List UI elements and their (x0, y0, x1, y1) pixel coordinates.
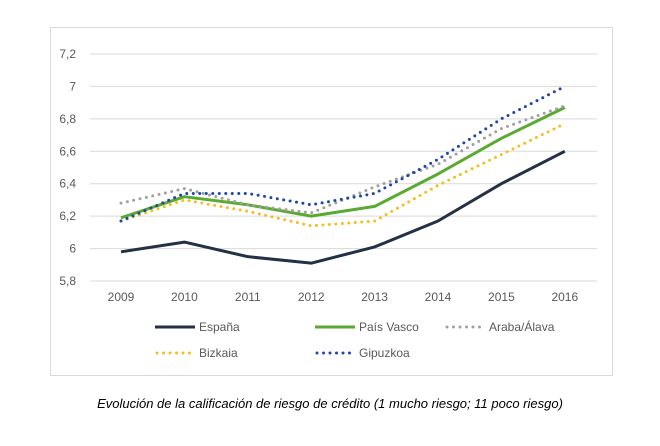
x-tick-label: 2011 (235, 290, 261, 304)
legend-label: España (199, 320, 240, 334)
y-tick-label: 6,6 (59, 144, 76, 158)
series-line-gipuzkoa (119, 84, 567, 223)
series-line-araba-lava (119, 104, 567, 215)
y-tick-label: 7,2 (59, 47, 76, 61)
legend-label: Gipuzkoa (359, 346, 410, 360)
series-line-espa-a (120, 149, 566, 265)
x-tick-label: 2010 (171, 290, 198, 304)
x-tick-label: 2012 (298, 290, 325, 304)
legend-label: País Vasco (359, 320, 419, 334)
y-tick-label: 6,8 (59, 112, 76, 126)
chart-frame (50, 27, 613, 376)
x-tick-label: 2009 (108, 290, 135, 304)
chart-caption: Evolución de la calificación de riesgo d… (97, 396, 563, 411)
y-tick-label: 6 (69, 242, 76, 256)
y-tick-label: 5,8 (59, 274, 76, 288)
x-tick-label: 2014 (425, 290, 452, 304)
x-tick-label: 2015 (488, 290, 515, 304)
legend-label: Bizkaia (199, 346, 238, 360)
y-tick-label: 6,2 (59, 209, 76, 223)
x-tick-label: 2013 (361, 290, 388, 304)
legend-label: Araba/Álava (489, 319, 555, 334)
x-tick-label: 2016 (551, 290, 578, 304)
series-line-pa-s-vasco (120, 106, 566, 220)
y-tick-label: 7 (69, 79, 76, 93)
series-line-bizkaia (119, 122, 567, 228)
y-tick-label: 6,4 (59, 177, 76, 191)
